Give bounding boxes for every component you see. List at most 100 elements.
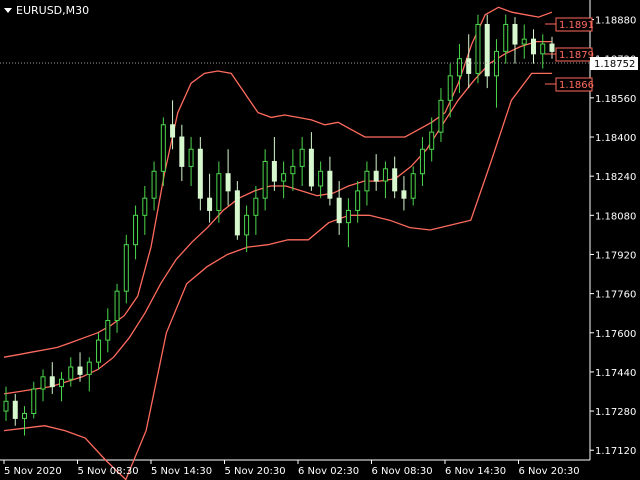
candle-body <box>188 148 194 167</box>
candle-body <box>234 190 240 236</box>
candle-body <box>299 148 305 167</box>
bb-upper-value: 1.1891 <box>559 20 594 31</box>
time-tick-label: 6 Nov 20:30 <box>519 466 580 477</box>
candle <box>429 117 435 162</box>
candle <box>484 14 490 89</box>
price-tick-label: 1.17600 <box>595 329 636 340</box>
time-tick-label: 6 Nov 08:30 <box>372 466 433 477</box>
price-tick-label: 1.18880 <box>595 16 636 27</box>
candle-body <box>151 170 157 199</box>
price-tick-label: 1.18400 <box>595 133 636 144</box>
candle-body <box>216 173 222 211</box>
candle <box>22 406 28 436</box>
candle-body <box>290 165 296 175</box>
candle-body <box>253 197 259 216</box>
candle-body <box>410 173 416 199</box>
price-tick-label: 1.18080 <box>595 211 636 222</box>
candle-body <box>142 197 148 216</box>
candle-body <box>392 168 398 192</box>
candle <box>225 149 231 206</box>
time-tick-label: 5 Nov 08:30 <box>78 466 139 477</box>
bb-upper-line <box>3 6 553 358</box>
candle <box>364 161 370 206</box>
symbol-label: EURUSD,M30 <box>16 4 89 17</box>
candle-body <box>466 58 472 74</box>
candle-body <box>281 173 287 182</box>
chevron-down-icon[interactable] <box>4 8 12 13</box>
candle <box>49 362 55 394</box>
candle <box>179 124 185 182</box>
candle-body <box>40 376 46 390</box>
candle-body <box>530 38 536 55</box>
candle-body <box>382 168 388 182</box>
candle-body <box>96 339 102 363</box>
candle <box>466 34 472 89</box>
candle-body <box>447 75 453 101</box>
price-tick-label: 1.17760 <box>595 290 636 301</box>
candle <box>447 63 453 118</box>
candle <box>345 198 351 248</box>
candle-body <box>327 170 333 199</box>
candle-body <box>456 58 462 77</box>
candle-body <box>512 23 518 45</box>
candle <box>540 34 546 69</box>
candle <box>68 357 74 387</box>
candle <box>549 36 555 59</box>
chart-title[interactable]: EURUSD,M30 <box>4 4 89 17</box>
candle <box>456 44 462 93</box>
candle-body <box>271 160 277 182</box>
candle-body <box>503 23 509 52</box>
bollinger-bands <box>3 6 553 480</box>
candle <box>77 352 83 382</box>
candle-body <box>123 244 129 292</box>
candle-body <box>345 209 351 224</box>
candle <box>40 369 46 402</box>
current-price-value: 1.18752 <box>594 59 635 70</box>
candle <box>262 149 268 211</box>
candle <box>216 161 222 223</box>
candle-body <box>484 23 490 77</box>
candle-body <box>179 136 185 167</box>
bb-middle-value: 1.1879 <box>559 50 594 61</box>
candle <box>503 14 509 64</box>
candle <box>336 181 342 235</box>
bb-lower-value: 1.1866 <box>559 80 594 91</box>
candle <box>105 308 111 353</box>
candle <box>197 137 203 211</box>
candle <box>31 381 37 419</box>
price-tick-label: 1.17920 <box>595 250 636 261</box>
candle <box>299 137 305 186</box>
bb-middle-tag: 1.1879 <box>545 47 594 62</box>
candle <box>521 24 527 59</box>
price-tick-label: 1.17120 <box>595 446 636 457</box>
candle <box>373 154 379 191</box>
candle-body <box>170 124 176 138</box>
candle-body <box>49 376 55 388</box>
candle <box>318 161 324 199</box>
candle <box>234 181 240 240</box>
candle <box>290 149 296 191</box>
candle-body <box>308 148 314 187</box>
candle <box>327 156 333 206</box>
candle <box>96 332 102 370</box>
candle-body <box>86 361 92 375</box>
candle-body <box>493 50 499 77</box>
candle <box>188 137 194 186</box>
candle <box>59 371 65 402</box>
time-tick-label: 6 Nov 02:30 <box>298 466 359 477</box>
price-scale[interactable]: 1.188801.187201.185601.184001.182401.180… <box>590 16 636 458</box>
candle <box>114 283 120 333</box>
time-scale[interactable]: 5 Nov 2020 5 Nov 08:30 5 Nov 14:30 5 Nov 20… <box>3 460 580 477</box>
price-tick-label: 1.17280 <box>595 407 636 418</box>
candle-body <box>160 124 166 172</box>
candle-body <box>207 197 213 211</box>
time-tick-label: 5 Nov 2020 <box>4 466 62 477</box>
candle-body <box>22 413 28 419</box>
candle <box>438 88 444 142</box>
candle <box>475 14 481 84</box>
candle <box>123 234 129 304</box>
candle <box>419 137 425 186</box>
candle-body <box>401 190 407 199</box>
